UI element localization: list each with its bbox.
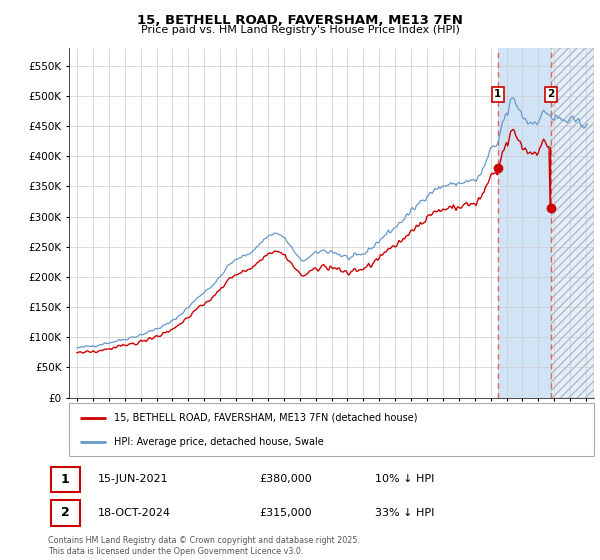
Text: 10% ↓ HPI: 10% ↓ HPI — [376, 474, 435, 484]
Text: £380,000: £380,000 — [259, 474, 312, 484]
Bar — [551, 48, 594, 398]
Text: Price paid vs. HM Land Registry's House Price Index (HPI): Price paid vs. HM Land Registry's House … — [140, 25, 460, 35]
FancyBboxPatch shape — [69, 403, 594, 456]
Text: £315,000: £315,000 — [259, 508, 312, 518]
FancyBboxPatch shape — [50, 466, 80, 492]
Text: 15, BETHELL ROAD, FAVERSHAM, ME13 7FN: 15, BETHELL ROAD, FAVERSHAM, ME13 7FN — [137, 14, 463, 27]
Text: 15, BETHELL ROAD, FAVERSHAM, ME13 7FN (detached house): 15, BETHELL ROAD, FAVERSHAM, ME13 7FN (d… — [113, 413, 417, 423]
Bar — [498, 48, 551, 398]
FancyBboxPatch shape — [50, 501, 80, 525]
Text: 1: 1 — [494, 90, 502, 100]
Text: 33% ↓ HPI: 33% ↓ HPI — [376, 508, 435, 518]
Text: 1: 1 — [61, 473, 70, 486]
Text: Contains HM Land Registry data © Crown copyright and database right 2025.
This d: Contains HM Land Registry data © Crown c… — [48, 536, 360, 556]
Text: HPI: Average price, detached house, Swale: HPI: Average price, detached house, Swal… — [113, 437, 323, 447]
Text: 18-OCT-2024: 18-OCT-2024 — [98, 508, 171, 518]
Bar — [551, 48, 594, 398]
Text: 2: 2 — [547, 90, 554, 100]
Text: 2: 2 — [61, 506, 70, 520]
Text: 15-JUN-2021: 15-JUN-2021 — [98, 474, 169, 484]
